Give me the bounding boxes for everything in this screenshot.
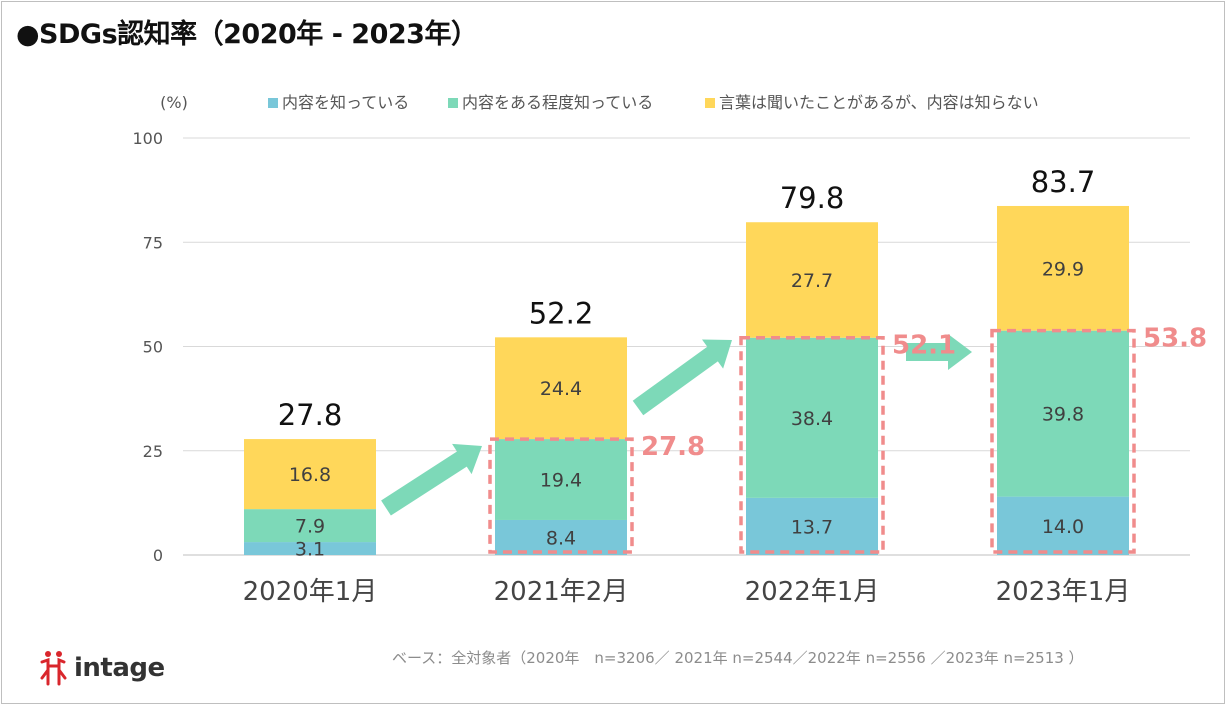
trend-arrow-0-shape: [381, 443, 482, 516]
bar-segment-0-0: [244, 542, 376, 555]
segment-value-label-2-1: 38.4: [791, 408, 833, 430]
trend-arrow-1-shape: [632, 339, 732, 416]
segment-value-label-0-0: 3.1: [295, 539, 325, 561]
trend-arrow-2-shape: [906, 334, 972, 370]
chart-title: ●SDGs認知率（2020年 - 2023年）: [16, 19, 478, 50]
segment-value-label-0-2: 16.8: [289, 464, 331, 486]
segment-value-label-3-2: 29.9: [1042, 258, 1084, 280]
segment-value-label-1-0: 8.4: [546, 527, 576, 549]
bar-segment-2-1: [746, 337, 878, 498]
segment-value-label-2-2: 27.7: [791, 270, 833, 292]
total-label-0: 27.8: [278, 398, 343, 432]
legend-swatch-2: [705, 98, 715, 108]
y-tick-label-50: 50: [143, 338, 163, 357]
category-label-2: 2022年1月: [745, 577, 880, 607]
highlight-value-label-3: 53.8: [1143, 324, 1207, 354]
segment-value-label-2-0: 13.7: [791, 516, 833, 538]
legend-label-0: 内容を知っている: [282, 93, 409, 112]
highlight-box-3: [990, 328, 1136, 554]
trend-arrow-1: [632, 339, 732, 416]
bar-segment-3-1: [997, 330, 1129, 497]
intage-logo-icon: [40, 651, 67, 686]
total-label-3: 83.7: [1031, 165, 1096, 199]
bar-segment-3-0: [997, 496, 1129, 555]
category-label-1: 2021年2月: [494, 577, 629, 607]
bar-segment-2-0: [746, 497, 878, 555]
bar-segment-0-1: [244, 509, 376, 543]
segment-value-label-1-1: 19.4: [540, 470, 582, 492]
category-label-0: 2020年1月: [243, 577, 378, 607]
bar-segment-0-2: [244, 439, 376, 510]
bar-segment-1-2: [495, 337, 627, 440]
trend-arrow-2: [906, 334, 972, 370]
segment-value-label-1-2: 24.4: [540, 378, 582, 400]
legend-label-2: 言葉は聞いたことがあるが、内容は知らない: [719, 93, 1039, 112]
y-tick-label-25: 25: [143, 442, 163, 461]
y-tick-label-75: 75: [143, 233, 163, 252]
legend-swatch-0: [268, 98, 278, 108]
highlight-box-2: [739, 335, 885, 554]
trend-arrow-0: [381, 443, 482, 516]
bar-segment-3-2: [997, 205, 1129, 331]
highlight-value-label-2: 52.1: [892, 331, 956, 361]
intage-logo: intage: [38, 648, 165, 688]
segment-value-label-0-1: 7.9: [295, 516, 325, 538]
total-label-2: 79.8: [780, 181, 845, 215]
segment-value-label-3-1: 39.8: [1042, 404, 1084, 426]
segment-value-label-3-0: 14.0: [1042, 516, 1084, 538]
bar-segment-1-0: [495, 519, 627, 555]
total-label-1: 52.2: [529, 296, 594, 330]
highlight-box-1: [488, 437, 634, 554]
intage-logo-text: intage: [74, 653, 165, 683]
legend-swatch-1: [448, 98, 458, 108]
bar-segment-2-2: [746, 222, 878, 338]
category-label-3: 2023年1月: [996, 577, 1131, 607]
y-tick-label-0: 0: [153, 546, 163, 565]
base-note: ベース：全対象者（2020年 n=3206／ 2021年 n=2544／2022…: [392, 649, 1084, 667]
legend-label-1: 内容をある程度知っている: [462, 93, 653, 112]
bar-segment-1-1: [495, 439, 627, 520]
y-axis-unit: (%): [160, 93, 188, 112]
highlight-value-label-1: 27.8: [641, 432, 705, 462]
y-tick-label-100: 100: [132, 129, 163, 148]
